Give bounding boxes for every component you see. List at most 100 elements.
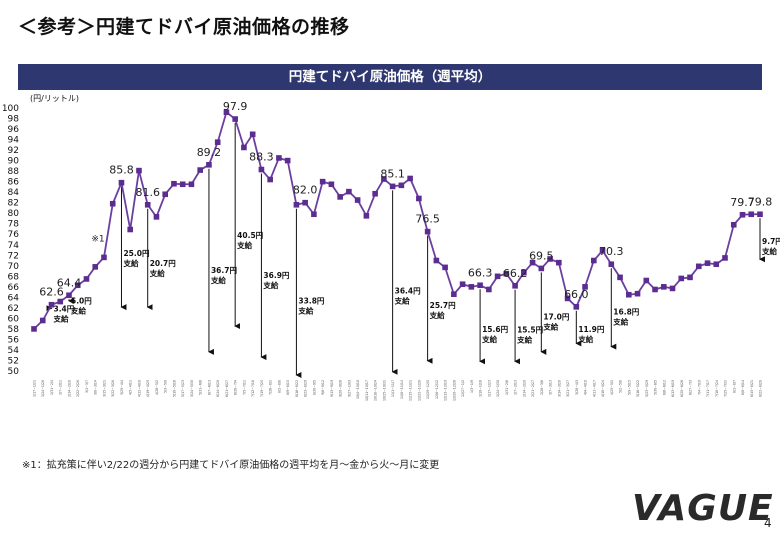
subsidy-label: 支給 [761, 246, 777, 256]
x-tick-label: 8/15~8/21 [750, 380, 754, 397]
y-tick-label: 76 [8, 230, 20, 240]
y-axis-label: (円/リットル) [30, 94, 79, 103]
subsidy-label: 40.5円 [237, 231, 264, 240]
x-tick-label: 8/16~8/22 [295, 380, 299, 397]
data-point [494, 273, 501, 280]
x-tick-label: 7/5~7/11 [242, 380, 246, 395]
y-tick-label: 80 [8, 209, 20, 219]
data-point [547, 256, 553, 262]
x-tick-label: 3/14~3/20 [557, 380, 561, 397]
data-point [407, 175, 413, 182]
subsidy-label: 36.7円 [211, 266, 238, 275]
x-tick-label: 4/18~4/24 [601, 380, 605, 397]
data-point [695, 263, 702, 270]
data-point [503, 270, 510, 277]
data-label: 66.2 [503, 267, 528, 280]
x-tick-label: 1/24~1/30 [496, 380, 500, 397]
x-tick-label: 11/29~12/5 [426, 380, 430, 399]
data-point [48, 301, 55, 308]
y-tick-label: 100 [2, 104, 19, 114]
x-tick-label: 11/1~11/7 [391, 380, 395, 397]
x-tick-label: 3/28~4/3 [575, 380, 579, 395]
x-tick-label: 4/12~4/18 [137, 380, 141, 397]
subsidy-label: 支給 [297, 305, 313, 315]
data-point [258, 166, 265, 173]
data-point [346, 188, 352, 195]
data-point [398, 182, 405, 189]
data-point [293, 201, 300, 208]
x-tick-label: 6/20~6/26 [680, 380, 684, 397]
data-point [354, 197, 361, 203]
x-tick-label: 5/30~6/5 [654, 380, 658, 395]
x-tick-label: 2/7~2/11 [59, 380, 63, 395]
data-label: 62.6 [39, 286, 64, 299]
x-tick-label: 8/23~8/29 [304, 380, 308, 397]
data-point [617, 274, 623, 281]
data-point [416, 195, 422, 202]
data-point [74, 282, 81, 289]
data-point [319, 178, 326, 185]
x-tick-label: 7/11~7/17 [706, 380, 710, 397]
x-tick-label: 6/13~6/19 [671, 380, 675, 397]
data-point [521, 269, 527, 276]
data-point [459, 281, 466, 288]
data-point [328, 181, 335, 188]
x-tick-label: 8/22~8/28 [759, 380, 763, 397]
data-point [337, 194, 343, 200]
x-tick-label: 6/28~7/4 [234, 380, 238, 395]
data-label: 85.8 [109, 164, 134, 177]
subsidy-label: 20.7円 [150, 259, 177, 268]
x-tick-label: 9/27~10/3 [347, 380, 351, 397]
x-tick-label: 12/6~12/12 [435, 380, 439, 399]
subsidy-label: 25.0円 [123, 249, 150, 258]
data-point [512, 282, 518, 289]
x-tick-label: 12/27~1/2 [461, 380, 465, 397]
x-tick-label: 3/21~3/27 [566, 380, 570, 397]
page-title: ＜参考＞円建てドバイ原油価格の推移 [18, 16, 350, 38]
data-point [92, 264, 99, 270]
y-tick-label: 98 [8, 115, 20, 125]
subsidy-label: 支給 [262, 280, 278, 290]
x-tick-label: 3/8~3/14 [94, 380, 98, 395]
subsidy-label: 支給 [122, 258, 138, 268]
x-tick-label: 1/3~1/9 [470, 380, 474, 393]
data-label: 76.5 [415, 213, 440, 226]
data-point [57, 298, 64, 305]
x-tick-label: 6/14~6/20 [216, 380, 220, 397]
x-tick-label: 7/19~7/25 [260, 380, 264, 397]
data-point [529, 259, 536, 266]
x-tick-label: 2/14~2/20 [522, 380, 526, 397]
data-point [136, 167, 142, 174]
data-point [39, 317, 46, 324]
data-point [214, 139, 221, 145]
data-point [573, 304, 580, 310]
data-point [188, 181, 195, 188]
x-tick-label: 10/11~10/17 [365, 380, 369, 401]
subsidy-label: 支給 [429, 310, 445, 320]
vague-logo: VAGUE [632, 488, 774, 529]
y-tick-label: 84 [8, 188, 20, 198]
subsidy-label: 17.0円 [543, 312, 570, 321]
x-tick-label: 6/7~6/13 [207, 380, 211, 395]
x-tick-label: 2/28~3/6 [540, 380, 544, 395]
y-tick-label: 64 [8, 293, 20, 303]
data-point [372, 190, 378, 197]
y-tick-label: 86 [8, 178, 20, 188]
y-tick-label: 70 [8, 262, 20, 272]
data-point [556, 259, 562, 266]
data-point [564, 295, 571, 302]
data-point [171, 180, 177, 187]
x-tick-label: 1/10~1/16 [479, 380, 483, 397]
data-point [643, 277, 650, 284]
data-label: 97.9 [223, 100, 248, 113]
x-tick-label: 2/21~2/27 [531, 380, 535, 397]
subsidy-label: 36.9円 [263, 271, 290, 280]
x-tick-label: 5/9~5/15 [627, 380, 631, 395]
x-tick-label: 9/6~9/12 [321, 380, 325, 395]
y-tick-label: 60 [8, 314, 20, 324]
x-tick-label: 1/24~1/28 [41, 380, 45, 397]
data-point [206, 162, 212, 168]
x-tick-label: 6/6~6/12 [662, 380, 666, 395]
x-tick-label: 4/26~5/2 [155, 380, 159, 395]
